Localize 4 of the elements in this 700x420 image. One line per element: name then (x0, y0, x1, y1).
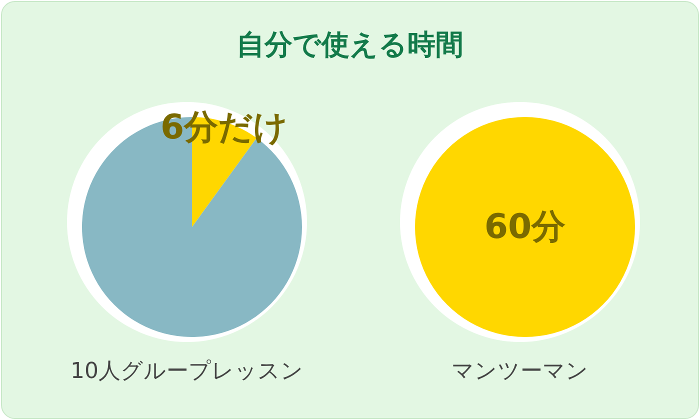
text: 10人グループレッスン (70, 358, 304, 386)
text: マンツーマン (450, 358, 590, 386)
data-label: 60分 (484, 207, 566, 247)
chart-title: 自分で使える時間 (236, 27, 464, 63)
